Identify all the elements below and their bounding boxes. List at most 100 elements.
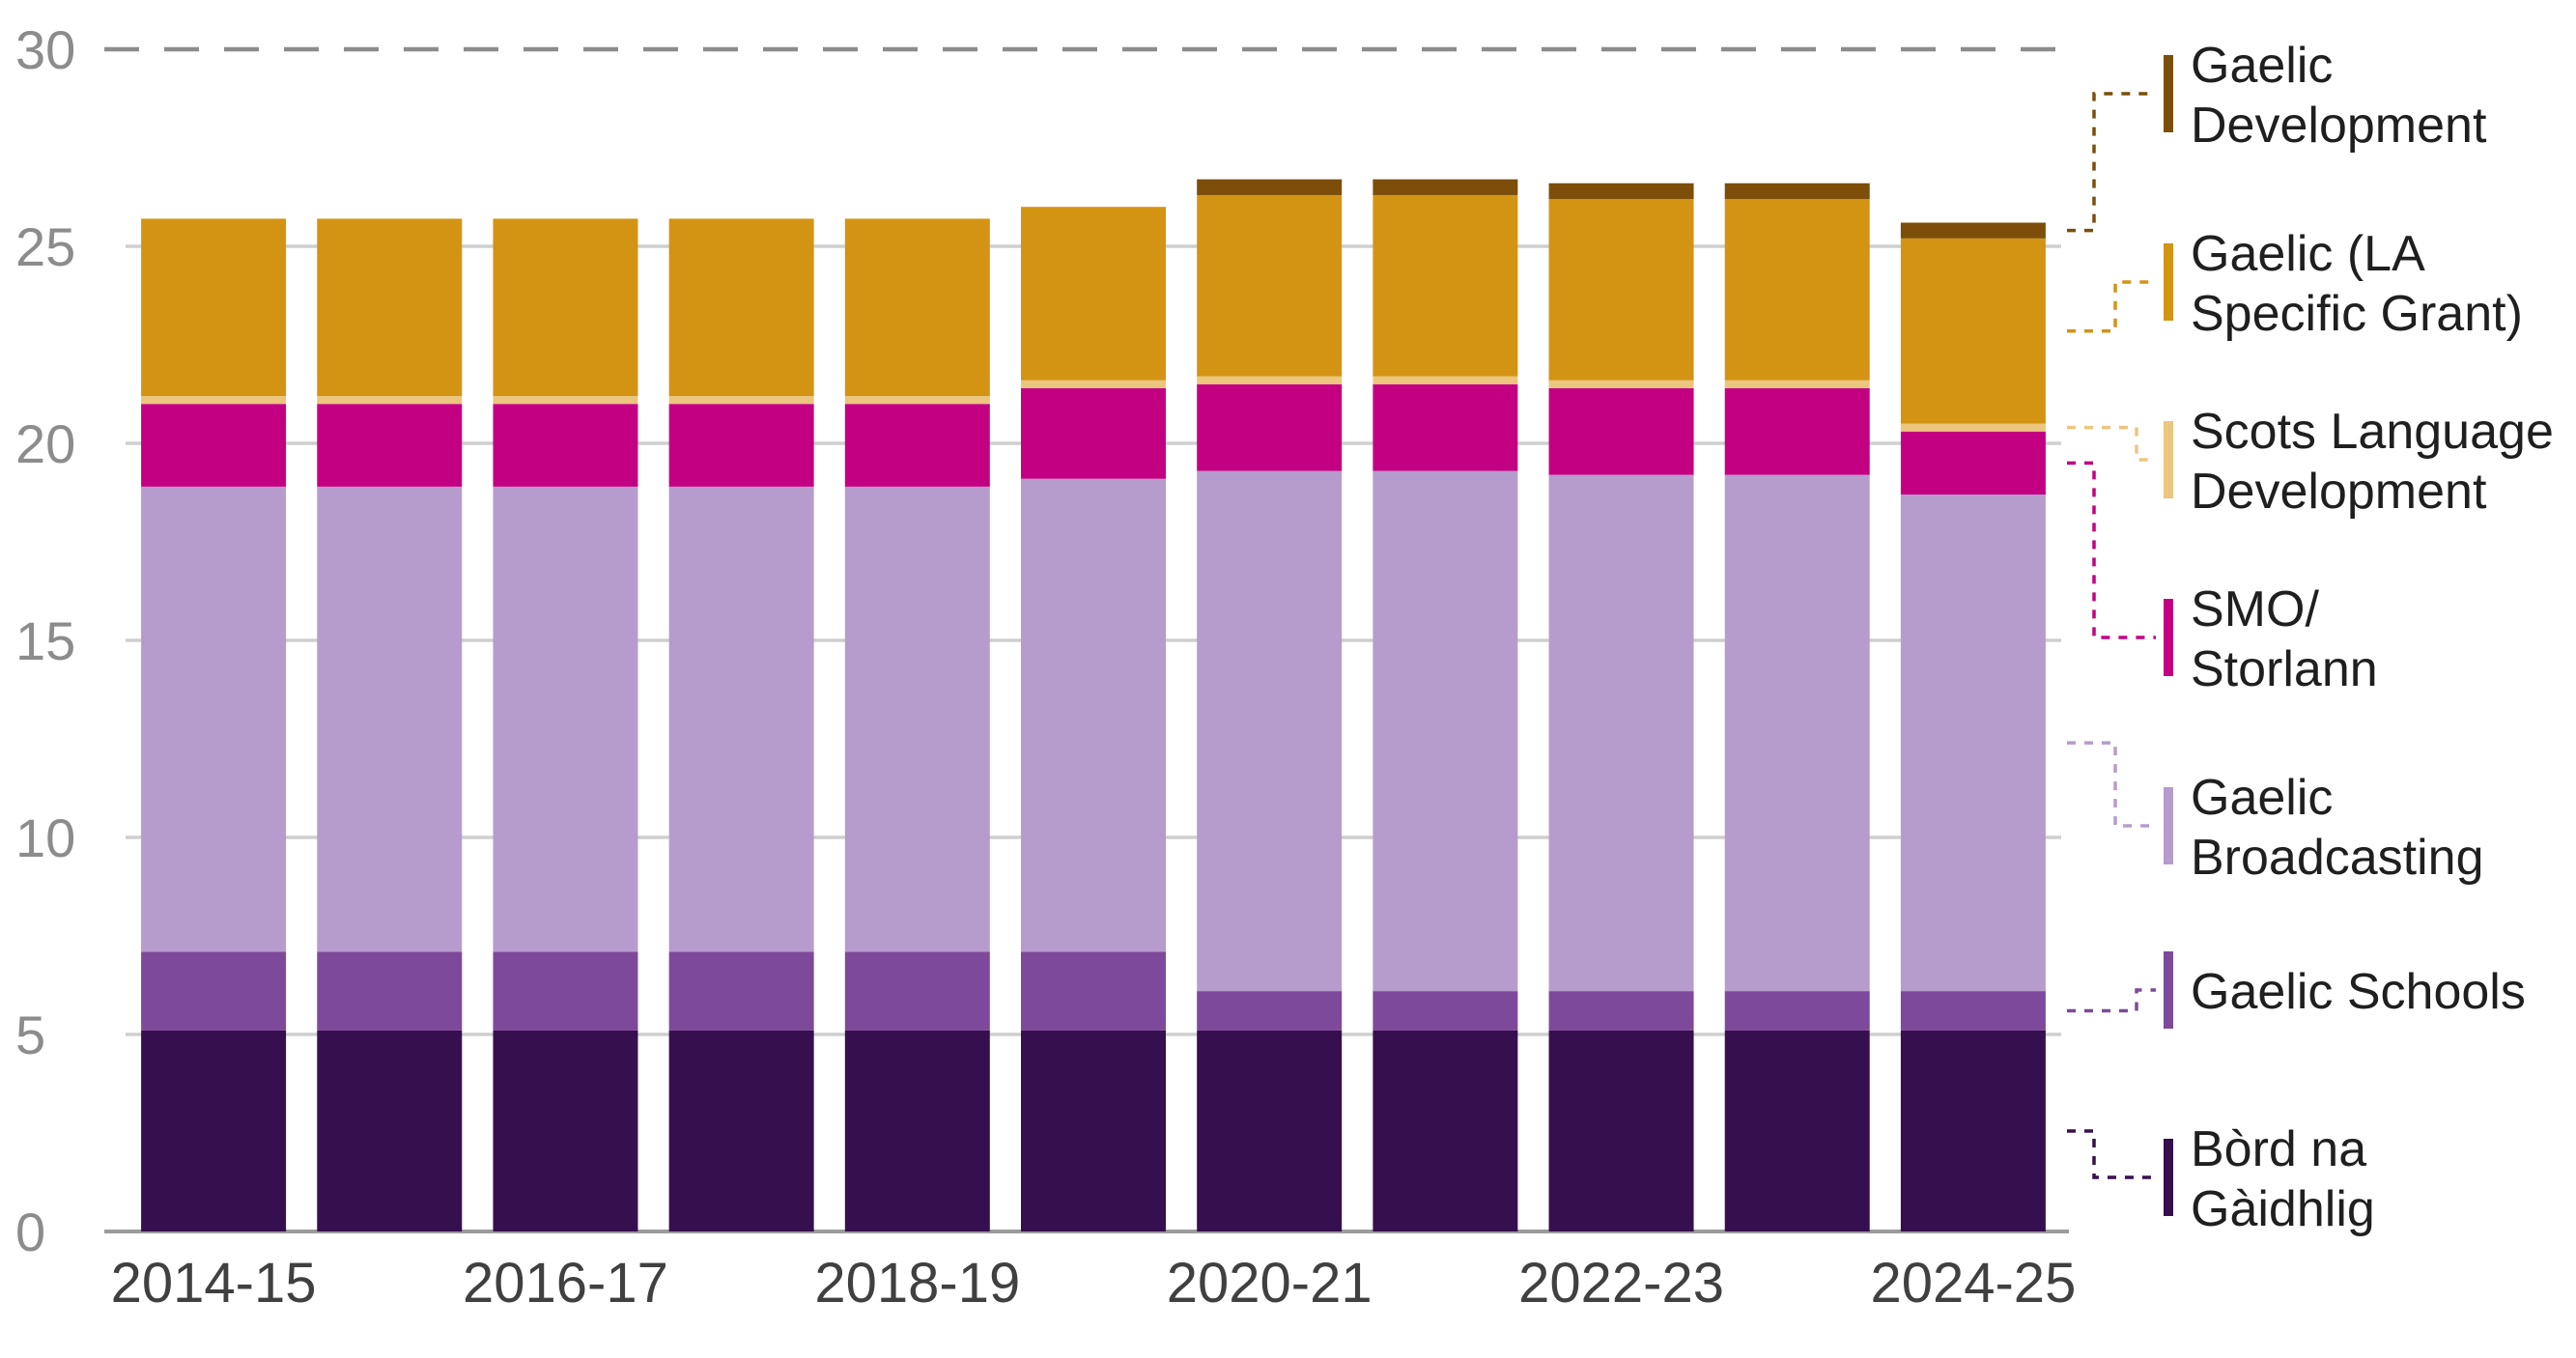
bar-segment-smo-storlann [1373, 383, 1518, 471]
bar-segment-gaelic-schools [1197, 991, 1343, 1031]
bar-segment-gaelic-la-specific-grant- [1197, 194, 1343, 377]
legend-label: Gaelic (LA [2191, 226, 2425, 282]
x-axis-tick-label: 2018-19 [814, 1252, 1020, 1315]
legend-connector [2067, 92, 2156, 233]
bar-segment-gaelic-broadcasting [141, 486, 287, 952]
y-axis-tick-label: 25 [15, 216, 75, 277]
bar-segment-b-rd-na-g-idhlig [668, 1030, 814, 1231]
bar-segment-scots-language-development [1373, 376, 1518, 384]
bar-segment-gaelic-la-specific-grant- [1900, 238, 2046, 424]
bar-segment-gaelic-la-specific-grant- [317, 218, 463, 397]
bar-segment-gaelic-broadcasting [1373, 470, 1518, 992]
bar-segment-gaelic-development [1548, 183, 1694, 200]
bar-segment-gaelic-schools [1021, 951, 1166, 1031]
bar-segment-smo-storlann [1197, 383, 1343, 471]
bar-segment-gaelic-broadcasting [317, 486, 463, 952]
bar-segment-scots-language-development [493, 396, 638, 405]
bar-segment-gaelic-la-specific-grant- [493, 218, 638, 397]
legend-label: Gaelic [2191, 38, 2333, 94]
bar-segment-smo-storlann [668, 404, 814, 487]
y-axis-tick-label: 20 [15, 413, 75, 474]
legend-label: Scots Language [2191, 404, 2554, 460]
legend-connector [2067, 461, 2156, 639]
bar-segment-gaelic-schools [493, 951, 638, 1031]
x-axis-tick-label: 2022-23 [1518, 1252, 1724, 1315]
bar-segment-smo-storlann [493, 404, 638, 487]
bar-segment-gaelic-broadcasting [1724, 474, 1870, 992]
bar-segment-smo-storlann [1900, 431, 2046, 495]
bar-segment-gaelic-la-specific-grant- [1373, 194, 1518, 377]
bar-segment-gaelic-la-specific-grant- [141, 218, 287, 397]
bar-segment-gaelic-la-specific-grant- [1021, 207, 1166, 381]
bar-segment-gaelic-development [1724, 183, 1870, 200]
legend-label: Specific Grant) [2191, 286, 2523, 342]
bar-segment-b-rd-na-g-idhlig [1900, 1030, 2046, 1231]
legend-connector [2067, 280, 2156, 333]
bar-segment-b-rd-na-g-idhlig [844, 1030, 990, 1231]
bar-segment-b-rd-na-g-idhlig [141, 1030, 287, 1231]
legend-label: Broadcasting [2191, 830, 2484, 886]
bar-segment-gaelic-la-specific-grant- [1548, 199, 1694, 381]
legend-marker [2164, 787, 2173, 864]
bar-segment-gaelic-development [1197, 179, 1343, 195]
legend-label: Development [2191, 98, 2487, 154]
bar-segment-smo-storlann [1548, 387, 1694, 475]
bar-segment-gaelic-schools [1548, 991, 1694, 1031]
bar-segment-gaelic-development [1373, 179, 1518, 195]
legend-marker [2164, 421, 2173, 498]
bar-segment-b-rd-na-g-idhlig [1724, 1030, 1870, 1231]
bar-segment-scots-language-development [844, 396, 990, 405]
bar-segment-gaelic-schools [317, 951, 463, 1031]
legend-marker [2164, 243, 2173, 321]
bar-segment-scots-language-development [1548, 380, 1694, 388]
legend-connector [2067, 425, 2156, 462]
x-axis-tick-label: 2020-21 [1167, 1252, 1373, 1315]
bar-segment-b-rd-na-g-idhlig [493, 1030, 638, 1231]
legend-label: Storlann [2191, 641, 2378, 697]
legend-connector [2067, 1129, 2156, 1179]
bar-segment-gaelic-broadcasting [1021, 478, 1166, 952]
bar-segment-smo-storlann [141, 404, 287, 487]
x-axis-tick-label: 2014-15 [111, 1252, 317, 1315]
bar-segment-scots-language-development [1197, 376, 1343, 384]
bar-segment-gaelic-broadcasting [493, 486, 638, 952]
legend-label: Development [2191, 464, 2487, 520]
bar-segment-b-rd-na-g-idhlig [1548, 1030, 1694, 1231]
bar-segment-b-rd-na-g-idhlig [1373, 1030, 1518, 1231]
legend-label: SMO/ [2191, 581, 2319, 637]
bar-segment-gaelic-broadcasting [844, 486, 990, 952]
bar-segment-scots-language-development [668, 396, 814, 405]
x-axis-tick-label: 2016-17 [463, 1252, 668, 1315]
y-axis-tick-label: 15 [15, 610, 75, 671]
bar-segment-gaelic-la-specific-grant- [668, 218, 814, 397]
bar-segment-gaelic-broadcasting [668, 486, 814, 952]
legend-label: Gàidhlig [2191, 1181, 2375, 1237]
legend-marker [2164, 599, 2173, 676]
y-axis-tick-label: 5 [15, 1004, 45, 1065]
bar-segment-smo-storlann [1021, 387, 1166, 479]
legend-marker [2164, 1139, 2173, 1216]
bar-segment-gaelic-development [1900, 222, 2046, 239]
bar-segment-smo-storlann [1724, 387, 1870, 475]
legend-label: Bòrd na [2191, 1121, 2366, 1177]
bar-segment-gaelic-schools [1373, 991, 1518, 1031]
legend-marker [2164, 951, 2173, 1029]
bar-segment-scots-language-development [1724, 380, 1870, 388]
bar-segment-scots-language-development [317, 396, 463, 405]
bar-segment-scots-language-development [1900, 423, 2046, 432]
bar-segment-smo-storlann [317, 404, 463, 487]
bar-segment-scots-language-development [141, 396, 287, 405]
y-axis-tick-label: 0 [15, 1202, 45, 1262]
legend-marker [2164, 55, 2173, 132]
bar-segment-gaelic-broadcasting [1548, 474, 1694, 992]
bar-segment-b-rd-na-g-idhlig [317, 1030, 463, 1231]
bar-segment-scots-language-development [1021, 380, 1166, 388]
bar-segment-gaelic-broadcasting [1900, 495, 2046, 992]
legend-label: Gaelic Schools [2191, 964, 2526, 1020]
legend-connector [2067, 741, 2156, 828]
bar-segment-gaelic-schools [1900, 991, 2046, 1031]
bar-segment-gaelic-la-specific-grant- [844, 218, 990, 397]
bar-segment-smo-storlann [844, 404, 990, 487]
